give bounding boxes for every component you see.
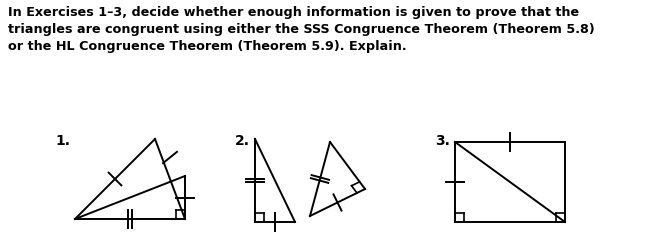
Text: 3.: 3.: [435, 134, 450, 148]
Text: 2.: 2.: [235, 134, 250, 148]
Text: 1.: 1.: [55, 134, 70, 148]
Text: In Exercises 1–3, decide whether enough information is given to prove that the
t: In Exercises 1–3, decide whether enough …: [8, 6, 594, 53]
